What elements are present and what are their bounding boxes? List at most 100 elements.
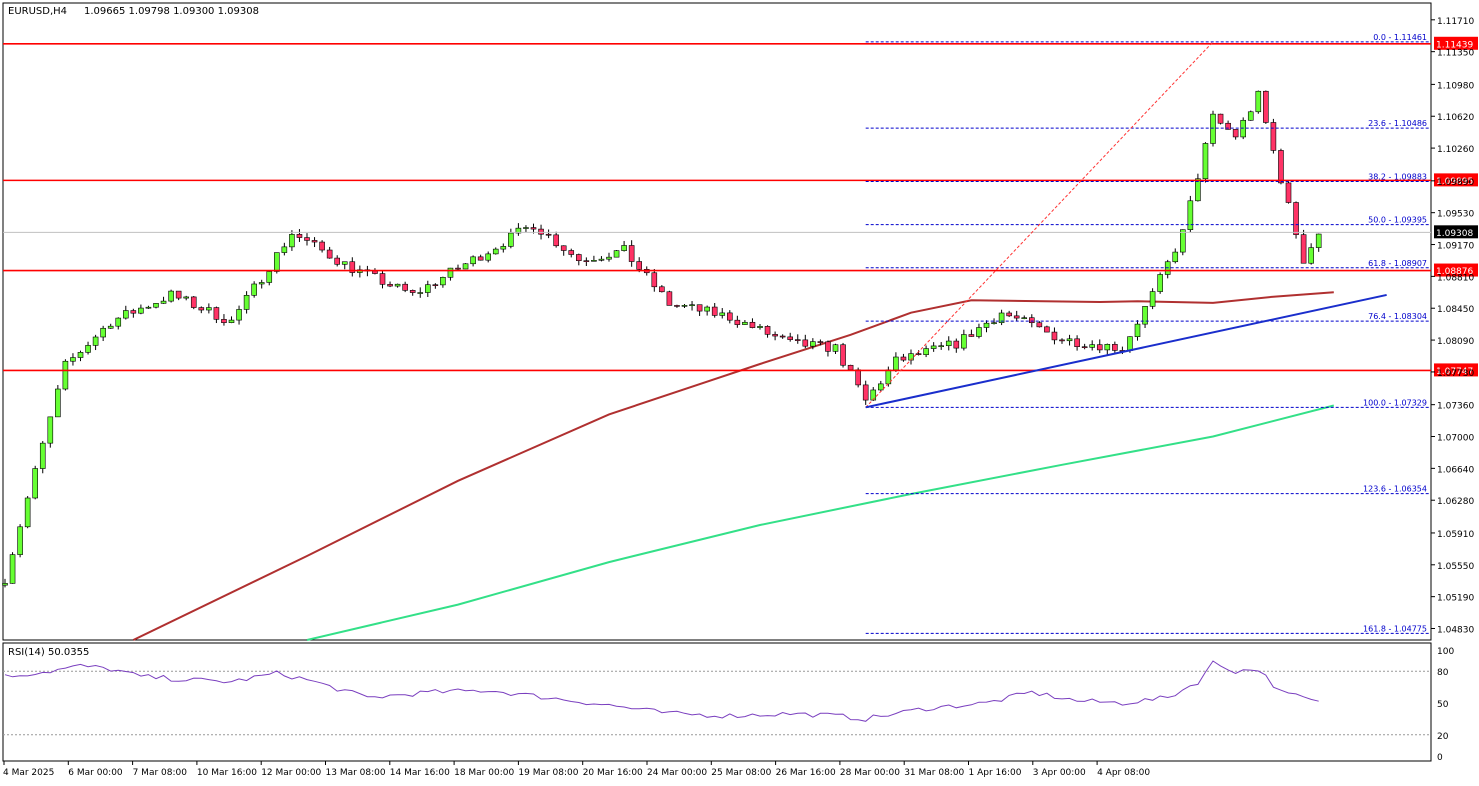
- candle-body: [32, 468, 39, 499]
- candle-body: [621, 245, 627, 251]
- candle-body: [628, 245, 635, 262]
- candle-body: [153, 303, 159, 308]
- candle-body: [424, 284, 431, 293]
- price-tick-label: 1.11710: [1437, 17, 1474, 27]
- candle-body: [1044, 326, 1050, 333]
- price-tick-label: 1.09530: [1437, 210, 1474, 220]
- main-pane-frame: [2, 2, 1432, 641]
- time-tick-label: 3 Apr 00:00: [1033, 768, 1086, 778]
- fibonacci-layer: 0.0 - 1.11461 23.6 - 1.10486 38.2 - 1.0988…: [865, 33, 1429, 634]
- candle-body: [855, 369, 861, 386]
- candle-body: [138, 307, 144, 314]
- candle-body: [893, 356, 899, 371]
- candle-body: [304, 237, 310, 241]
- time-tick-label: 13 Mar 08:00: [326, 768, 386, 778]
- candle-body: [1180, 229, 1186, 253]
- candle-body: [1308, 247, 1314, 264]
- trendline: [865, 293, 1387, 409]
- candle-body: [130, 310, 137, 314]
- levels-layer: 1.11439 1.09895 1.08876 1.07747 1.09308: [3, 36, 1478, 377]
- candle-body: [485, 253, 492, 261]
- time-tick-label: 20 Mar 16:00: [583, 768, 643, 778]
- candle-body: [39, 442, 46, 469]
- rsi-tick-label: 100: [1437, 647, 1454, 657]
- price-tick-label: 1.07000: [1437, 434, 1474, 444]
- time-tick-label: 28 Mar 00:00: [840, 768, 900, 778]
- level-price-label: 1.08876: [1436, 267, 1473, 277]
- candle-body: [492, 248, 499, 255]
- fib-level-label: 23.6 - 1.10486: [1368, 119, 1427, 128]
- price-tick-label: 1.06640: [1437, 465, 1474, 475]
- level-price-tag: [1434, 363, 1478, 377]
- candle-body: [326, 249, 333, 259]
- candle-body: [62, 360, 69, 390]
- rsi-tick-label: 80: [1437, 668, 1449, 678]
- candle-body: [281, 246, 288, 253]
- candle-body: [613, 250, 620, 258]
- candle-body: [779, 335, 786, 338]
- candle-body: [123, 310, 129, 319]
- time-tick-label: 12 Mar 00:00: [261, 768, 321, 778]
- price-tick-label: 1.08090: [1437, 337, 1474, 347]
- current-price-label: 1.09308: [1436, 229, 1473, 239]
- candle-body: [726, 312, 733, 321]
- candle-body: [825, 341, 831, 352]
- candle-body: [711, 306, 718, 316]
- candle-body: [583, 260, 590, 262]
- candle-body: [221, 319, 227, 323]
- candle-body: [160, 300, 167, 304]
- candle-body: [742, 321, 748, 325]
- candle-body: [432, 284, 439, 287]
- price-tick-label: 1.07360: [1437, 402, 1474, 412]
- ma-brown-line: [132, 291, 1334, 641]
- time-tick-label: 18 Mar 00:00: [454, 768, 514, 778]
- time-tick-label: 31 Mar 08:00: [904, 768, 964, 778]
- time-tick-label: 4 Mar 2025: [3, 768, 54, 778]
- candle-body: [70, 357, 76, 362]
- candle-body: [1074, 338, 1080, 347]
- time-tick-label: 7 Mar 08:00: [133, 768, 188, 778]
- moving-average-layer: [132, 291, 1335, 641]
- candle-body: [847, 364, 854, 371]
- candle-body: [598, 258, 605, 261]
- candle-body: [1187, 200, 1194, 230]
- candle-body: [787, 336, 794, 340]
- candle-body: [1104, 344, 1111, 351]
- candle-body: [24, 497, 31, 528]
- rsi-layer: 100 80 50 20 0: [3, 647, 1454, 763]
- level-price-tag: [1434, 173, 1478, 187]
- candle-body: [862, 384, 869, 401]
- fib-level-label: 123.6 - 1.06354: [1363, 485, 1427, 494]
- candle-body: [538, 228, 544, 235]
- candle-body: [85, 345, 91, 353]
- candle-body: [17, 526, 23, 555]
- candle-body: [9, 554, 16, 584]
- candle-body: [107, 325, 114, 329]
- candle-body: [877, 383, 884, 391]
- candle-body: [266, 271, 273, 283]
- candle-body: [840, 344, 846, 366]
- candle-body: [1021, 317, 1028, 320]
- price-tick-label: 1.07730: [1437, 369, 1474, 379]
- candle-body: [1217, 113, 1224, 124]
- candle-body: [198, 307, 205, 311]
- rsi-line: [4, 660, 1319, 722]
- candle-body: [92, 336, 99, 346]
- candle-body: [100, 327, 106, 338]
- candle-body: [1006, 312, 1012, 317]
- symbol-label: EURUSD,H4: [8, 6, 67, 17]
- price-tick-label: 1.11350: [1437, 49, 1474, 59]
- candle-body: [455, 267, 461, 270]
- time-tick-label: 19 Mar 08:00: [518, 768, 578, 778]
- candle-body: [1051, 331, 1058, 341]
- candle-body: [719, 312, 726, 316]
- candle-body: [289, 234, 295, 248]
- candle-body: [394, 283, 401, 287]
- candle-body: [1096, 344, 1103, 351]
- candle-body: [810, 341, 816, 347]
- candle-body: [659, 286, 665, 293]
- candle-body: [228, 319, 235, 323]
- candle-body: [77, 352, 84, 358]
- candle-body: [817, 341, 824, 343]
- candle-body: [1263, 90, 1269, 123]
